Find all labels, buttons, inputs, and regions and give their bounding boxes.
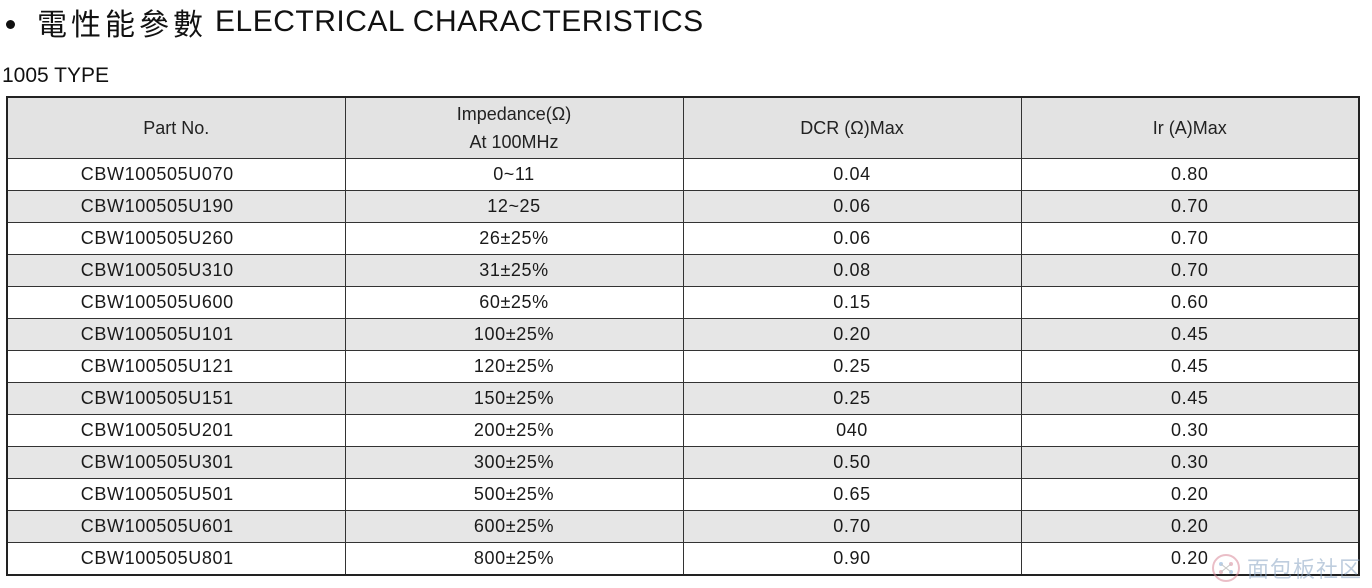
table-row: CBW100505U310 31±25% 0.08 0.70 (6, 254, 1360, 287)
section-heading: 電性能參數 ELECTRICAL CHARACTERISTICS (6, 2, 704, 43)
cell-dcr: 0.70 (682, 510, 1022, 543)
cell-dcr: 0.15 (682, 286, 1022, 319)
cell-ir: 0.70 (1020, 190, 1360, 223)
watermark-text: 面包板社区 (1246, 558, 1362, 583)
table-header-row: Part No. Impedance(Ω) At 100MHz DCR (Ω)M… (6, 96, 1360, 159)
bullet-icon (6, 19, 15, 29)
cell-impedance: 800±25% (344, 542, 684, 576)
cell-dcr: 0.06 (682, 190, 1022, 223)
header-ir: Ir (A)Max (1020, 96, 1360, 159)
cell-part-no: CBW100505U121 (6, 350, 346, 383)
cell-dcr: 0.08 (682, 254, 1022, 287)
bread-logo-icon (1211, 554, 1240, 582)
cell-part-no: CBW100505U201 (6, 414, 346, 447)
cell-ir: 0.70 (1020, 222, 1360, 255)
cell-part-no: CBW100505U101 (6, 318, 346, 351)
table-row: CBW100505U201 200±25% 040 0.30 (6, 414, 1360, 447)
cell-impedance: 60±25% (344, 286, 684, 319)
table-row: CBW100505U121 120±25% 0.25 0.45 (6, 350, 1360, 383)
cell-ir: 0.20 (1020, 510, 1360, 543)
cell-impedance: 200±25% (344, 414, 684, 447)
cell-ir: 0.20 (1020, 478, 1360, 511)
cell-impedance: 100±25% (344, 318, 684, 351)
cell-part-no: CBW100505U600 (6, 286, 346, 319)
cell-ir: 0.45 (1020, 382, 1360, 415)
cell-part-no: CBW100505U301 (6, 446, 346, 479)
cell-dcr: 040 (682, 414, 1022, 447)
cell-part-no: CBW100505U070 (6, 158, 346, 191)
cell-part-no: CBW100505U310 (6, 254, 346, 287)
header-impedance: Impedance(Ω) At 100MHz (344, 96, 684, 159)
header-part-no: Part No. (6, 96, 346, 159)
cell-dcr: 0.06 (682, 222, 1022, 255)
table-row: CBW100505U601 600±25% 0.70 0.20 (6, 510, 1360, 543)
cell-ir: 0.30 (1020, 414, 1360, 447)
cell-impedance: 26±25% (344, 222, 684, 255)
cell-ir: 0.45 (1020, 318, 1360, 351)
cell-dcr: 0.50 (682, 446, 1022, 479)
cell-ir: 0.80 (1020, 158, 1360, 191)
table-row: CBW100505U260 26±25% 0.06 0.70 (6, 222, 1360, 255)
cell-impedance: 120±25% (344, 350, 684, 383)
cell-ir: 0.20 (1020, 542, 1360, 576)
table-row: CBW100505U070 0~11 0.04 0.80 (6, 158, 1360, 191)
cell-dcr: 0.65 (682, 478, 1022, 511)
table-row: CBW100505U151 150±25% 0.25 0.45 (6, 382, 1360, 415)
cell-part-no: CBW100505U801 (6, 542, 346, 576)
table-row: CBW100505U501 500±25% 0.65 0.20 (6, 478, 1360, 511)
cell-ir: 0.45 (1020, 350, 1360, 383)
cell-dcr: 0.20 (682, 318, 1022, 351)
cell-part-no: CBW100505U151 (6, 382, 346, 415)
electrical-characteristics-table: Part No. Impedance(Ω) At 100MHz DCR (Ω)M… (6, 96, 1360, 576)
table-row: CBW100505U801 800±25% 0.90 0.20 (6, 542, 1360, 576)
cell-impedance: 500±25% (344, 478, 684, 511)
cell-part-no: CBW100505U501 (6, 478, 346, 511)
cell-ir: 0.30 (1020, 446, 1360, 479)
header-impedance-line1: Impedance(Ω) (456, 104, 572, 124)
cell-dcr: 0.04 (682, 158, 1022, 191)
header-impedance-line2: At 100MHz (469, 132, 559, 152)
table-row: CBW100505U600 60±25% 0.15 0.60 (6, 286, 1360, 319)
cell-impedance: 31±25% (344, 254, 684, 287)
type-label: 1005 TYPE (2, 64, 110, 87)
cell-impedance: 300±25% (344, 446, 684, 479)
cell-part-no: CBW100505U601 (6, 510, 346, 543)
heading-english: ELECTRICAL CHARACTERISTICS (215, 5, 704, 38)
cell-ir: 0.60 (1020, 286, 1360, 319)
table-row: CBW100505U101 100±25% 0.20 0.45 (6, 318, 1360, 351)
cell-dcr: 0.25 (682, 382, 1022, 415)
cell-part-no: CBW100505U190 (6, 190, 346, 223)
cell-ir: 0.70 (1020, 254, 1360, 287)
header-dcr: DCR (Ω)Max (682, 96, 1022, 159)
watermark: 面包板社区 (1211, 552, 1362, 584)
cell-impedance: 0~11 (344, 158, 684, 191)
heading-chinese: 電性能參數 (37, 8, 207, 43)
cell-part-no: CBW100505U260 (6, 222, 346, 255)
cell-dcr: 0.90 (682, 542, 1022, 576)
cell-impedance: 600±25% (344, 510, 684, 543)
cell-dcr: 0.25 (682, 350, 1022, 383)
table-row: CBW100505U190 12~25 0.06 0.70 (6, 190, 1360, 223)
cell-impedance: 12~25 (344, 190, 684, 223)
cell-impedance: 150±25% (344, 382, 684, 415)
table-row: CBW100505U301 300±25% 0.50 0.30 (6, 446, 1360, 479)
table-body: CBW100505U070 0~11 0.04 0.80 CBW100505U190 12… (6, 158, 1360, 576)
